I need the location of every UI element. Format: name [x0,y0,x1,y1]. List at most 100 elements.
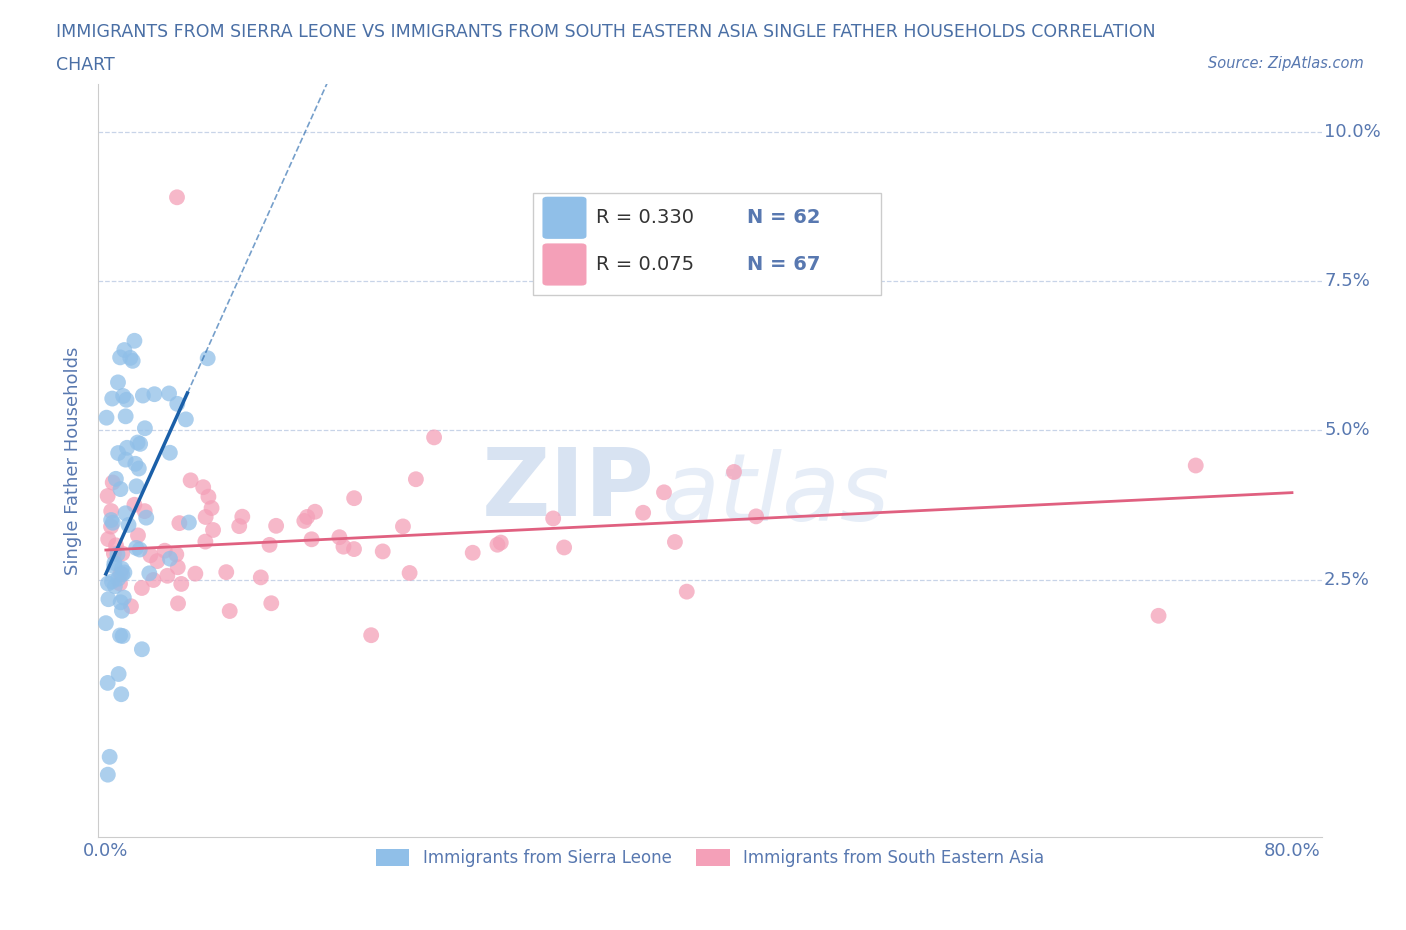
Point [143,387,166,402]
Point [675,584,697,599]
Point [107,547,129,562]
Point [156,568,179,583]
Point [128,461,150,476]
Point [104,578,127,593]
Point [97,591,120,606]
Point [295,510,318,525]
FancyBboxPatch shape [543,244,586,286]
Point [153,543,176,558]
Point [115,392,138,407]
Point [304,504,326,519]
Point [97,675,120,690]
Point [146,553,169,568]
Point [124,333,146,348]
Point [103,559,125,574]
Point [128,542,150,557]
Point [664,535,686,550]
Text: Source: ZipAtlas.com: Source: ZipAtlas.com [1208,56,1364,71]
Point [423,430,446,445]
Point [169,515,191,530]
Point [166,560,188,575]
Point [103,555,125,570]
Point [405,472,427,486]
Point [264,518,287,533]
Point [131,580,153,595]
Point [114,506,136,521]
Text: ZIP: ZIP [482,445,655,537]
Point [101,392,124,406]
Text: CHART: CHART [56,56,115,73]
Point [98,750,121,764]
Point [127,435,149,450]
Point [111,562,134,577]
Point [194,534,217,549]
Point [134,420,156,435]
Point [97,576,120,591]
Text: 5.0%: 5.0% [1324,421,1369,440]
Point [486,538,509,552]
Point [134,504,156,519]
Legend: Immigrants from Sierra Leone, Immigrants from South Eastern Asia: Immigrants from Sierra Leone, Immigrants… [370,843,1050,874]
Point [111,567,134,582]
Point [218,604,240,618]
Text: 2.5%: 2.5% [1324,571,1369,589]
Point [157,386,180,401]
Point [631,505,654,520]
Point [260,596,283,611]
Point [97,532,120,547]
Point [184,566,207,581]
Point [97,767,120,782]
Point [120,351,142,365]
Point [100,519,122,534]
Point [292,513,315,528]
Point [167,596,190,611]
Point [343,491,366,506]
FancyBboxPatch shape [533,193,882,295]
Point [105,538,128,552]
Point [127,528,149,543]
Point [371,544,394,559]
Point [104,472,127,486]
Point [124,457,146,472]
Point [107,571,129,586]
Point [107,667,129,682]
Point [107,375,129,390]
Point [112,565,135,580]
Point [110,482,132,497]
Point [328,530,350,545]
Point [108,350,131,365]
Point [108,576,131,591]
Point [110,566,132,581]
Point [112,389,135,404]
Point [94,616,117,631]
Text: R = 0.075: R = 0.075 [596,255,695,274]
Point [101,515,124,530]
Point [121,353,143,368]
Text: N = 62: N = 62 [747,208,820,227]
Point [96,410,118,425]
Text: N = 67: N = 67 [747,255,820,274]
Point [120,599,142,614]
Point [170,577,193,591]
Point [193,480,215,495]
Point [110,595,132,610]
Text: IMMIGRANTS FROM SIERRA LEONE VS IMMIGRANTS FROM SOUTH EASTERN ASIA SINGLE FATHER: IMMIGRANTS FROM SIERRA LEONE VS IMMIGRAN… [56,23,1156,41]
Point [103,546,125,561]
Point [202,523,225,538]
Point [101,475,124,490]
Point [159,445,181,460]
Point [115,440,138,455]
Point [489,535,512,550]
Point [343,541,366,556]
Point [461,545,484,560]
Point [125,479,148,494]
Point [138,565,160,580]
Point [228,519,250,534]
Point [132,388,155,403]
Point [166,190,188,205]
Point [114,452,136,467]
Point [197,489,219,504]
Point [174,412,197,427]
Point [101,574,124,589]
Point [259,538,281,552]
